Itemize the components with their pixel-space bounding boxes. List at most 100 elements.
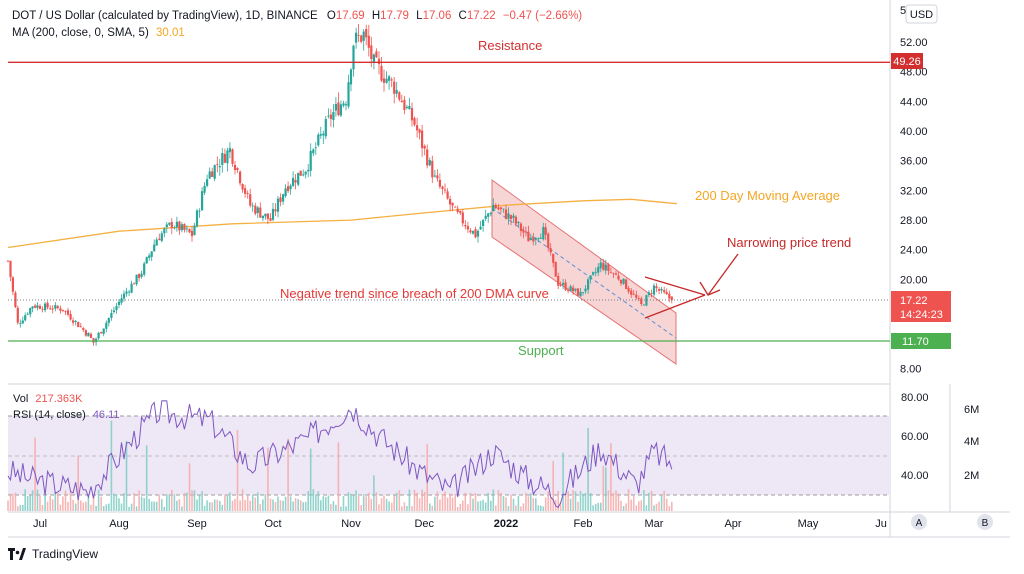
volume-bar	[352, 495, 355, 511]
candle-body	[542, 226, 545, 240]
x-tick-label: 2022	[494, 518, 518, 530]
volume-bar	[29, 495, 31, 511]
volume-bar	[564, 493, 567, 511]
tradingview-brand[interactable]: TradingView	[8, 545, 98, 563]
volume-bar	[26, 495, 29, 511]
volume-bar	[627, 489, 630, 511]
volume-bar	[380, 498, 383, 511]
volume-bar	[557, 491, 559, 511]
candle-body	[637, 298, 640, 299]
candle-body	[517, 221, 520, 224]
volume-bar	[439, 499, 441, 511]
candle-body	[6, 260, 10, 262]
volume-bar	[234, 498, 236, 511]
volume-bar	[577, 501, 579, 511]
volume-bar	[130, 503, 133, 511]
change-value: −0.47 (−2.66%)	[503, 10, 582, 22]
candle-body	[527, 231, 530, 242]
candle-body	[334, 104, 337, 111]
candle-body	[630, 290, 633, 295]
volume-bar	[224, 495, 226, 511]
candle-body	[431, 160, 434, 178]
candle-body	[153, 244, 156, 252]
narrowing-arrow-head	[699, 281, 721, 296]
volume-bar	[572, 490, 574, 511]
candle-body	[507, 213, 510, 219]
volume-bar	[502, 496, 505, 511]
candle-body	[489, 212, 492, 214]
volume-bar	[62, 496, 64, 511]
volume-bar	[388, 501, 390, 511]
volume-bar	[393, 495, 395, 511]
volume-bar	[632, 495, 635, 511]
volume-bar	[589, 493, 592, 511]
candle-body	[587, 279, 590, 290]
volume-bar	[251, 495, 254, 511]
volume-bar	[14, 492, 17, 511]
currency-button[interactable]: USD	[905, 4, 938, 24]
candle-body	[539, 237, 542, 239]
volume-bar	[274, 502, 277, 511]
high-label: H	[372, 10, 380, 22]
volume-bar	[315, 494, 317, 511]
scale-b-button[interactable]: B	[977, 514, 993, 530]
x-tick-label: Feb	[574, 518, 593, 530]
volume-bar	[302, 502, 304, 511]
volume-bar	[249, 500, 251, 511]
candle-body	[180, 224, 183, 231]
candle-body	[107, 318, 110, 323]
candle-body	[206, 179, 209, 186]
candle-body	[393, 81, 396, 94]
volume-bar	[660, 495, 663, 511]
candle-body	[259, 207, 262, 218]
volume-bar	[340, 506, 342, 511]
volume-bar	[259, 504, 262, 511]
volume-bar	[335, 504, 337, 511]
volume-bar	[41, 505, 44, 511]
resistance-badge: 49.26	[891, 53, 923, 69]
candle-body	[461, 212, 464, 224]
candle-body	[604, 264, 607, 271]
volume-bar	[467, 504, 469, 511]
candle-body	[632, 293, 635, 295]
y-tick-label: 8.00	[900, 363, 921, 375]
candle-body	[413, 118, 416, 125]
volume-bar	[451, 497, 454, 511]
candle-body	[562, 283, 565, 285]
volume-bar	[64, 490, 67, 511]
candle-body	[332, 112, 335, 120]
candle-body	[554, 262, 557, 277]
y-tick-label: 24.00	[900, 245, 928, 257]
candle-body	[309, 150, 312, 171]
candle-body	[269, 218, 272, 221]
volume-bar	[640, 500, 643, 511]
candle-body	[597, 267, 600, 273]
volume-bar	[444, 491, 446, 511]
volume-bar	[330, 504, 332, 511]
volume-bar	[350, 494, 352, 511]
candle-body	[567, 289, 570, 291]
volume-bar	[57, 493, 59, 511]
candle-body	[110, 313, 113, 318]
volume-bar	[294, 498, 297, 511]
volume-bar	[549, 496, 552, 511]
volume-bar	[373, 475, 375, 511]
volume-bar	[497, 490, 500, 511]
candle-body	[471, 230, 475, 234]
volume-bar	[484, 502, 487, 511]
volume-bar	[579, 491, 582, 511]
volume-bar	[487, 493, 489, 511]
candle-body	[128, 291, 131, 293]
volume-bar	[605, 467, 607, 511]
volume-bar	[150, 501, 153, 511]
candle-body	[451, 202, 454, 206]
volume-bar	[292, 501, 294, 511]
candle-body	[487, 213, 490, 217]
candle-body	[635, 294, 638, 298]
volume-bar	[163, 506, 166, 511]
volume-bar	[31, 490, 34, 511]
volume-bar	[512, 498, 515, 511]
volume-bar	[544, 497, 547, 511]
scale-a-button[interactable]: A	[911, 514, 927, 530]
